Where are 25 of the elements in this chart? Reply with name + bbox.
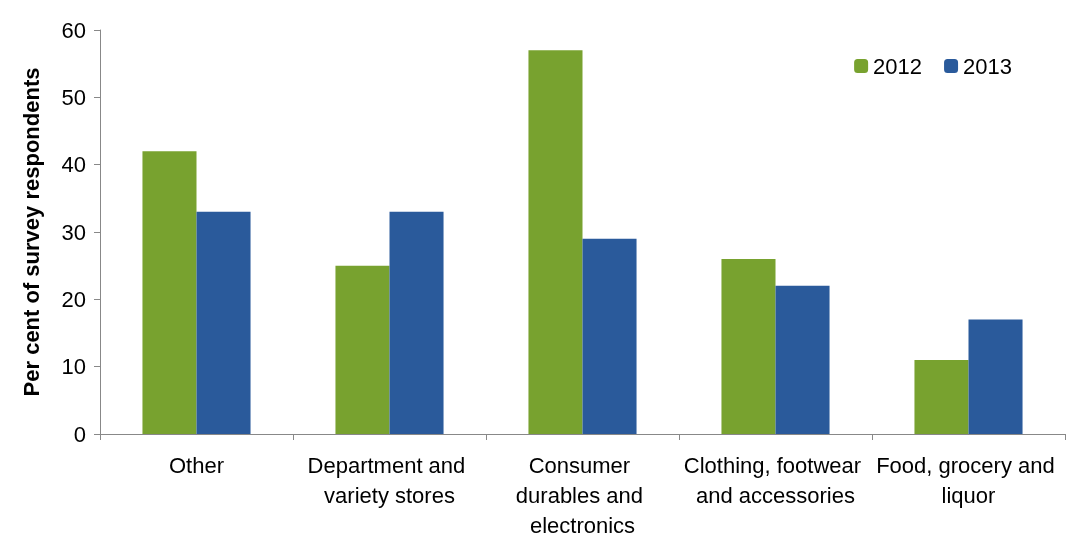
x-tick-label: Consumer durables and electronics: [515, 452, 650, 538]
bar: [914, 359, 969, 434]
x-tick-label: Other: [168, 452, 225, 478]
y-tick-label: 20: [61, 286, 86, 312]
y-tick-label: 50: [61, 84, 86, 110]
bar: [389, 211, 444, 434]
bar: [196, 211, 251, 434]
y-tick-label: 10: [61, 354, 86, 380]
y-tick-label: 30: [61, 219, 86, 245]
legend-label: 2013: [963, 53, 1013, 79]
bar: [528, 50, 583, 434]
bar: [335, 265, 390, 434]
y-tick-label: 40: [61, 152, 86, 178]
x-tick-label: Department and variety stores: [307, 452, 472, 508]
bar: [968, 319, 1023, 434]
bar: [775, 285, 830, 434]
bar: [582, 238, 637, 434]
y-axis-title: Per cent of survey respondents: [18, 67, 44, 397]
y-tick-label: 0: [73, 421, 86, 447]
y-tick-label: 60: [61, 17, 86, 43]
bar: [142, 151, 197, 434]
x-tick-label: Food, grocery and liquor: [876, 452, 1061, 508]
legend-label: 2012: [873, 53, 923, 79]
x-tick-label: Clothing, footwear and accessories: [683, 452, 868, 508]
bar: [721, 258, 776, 434]
